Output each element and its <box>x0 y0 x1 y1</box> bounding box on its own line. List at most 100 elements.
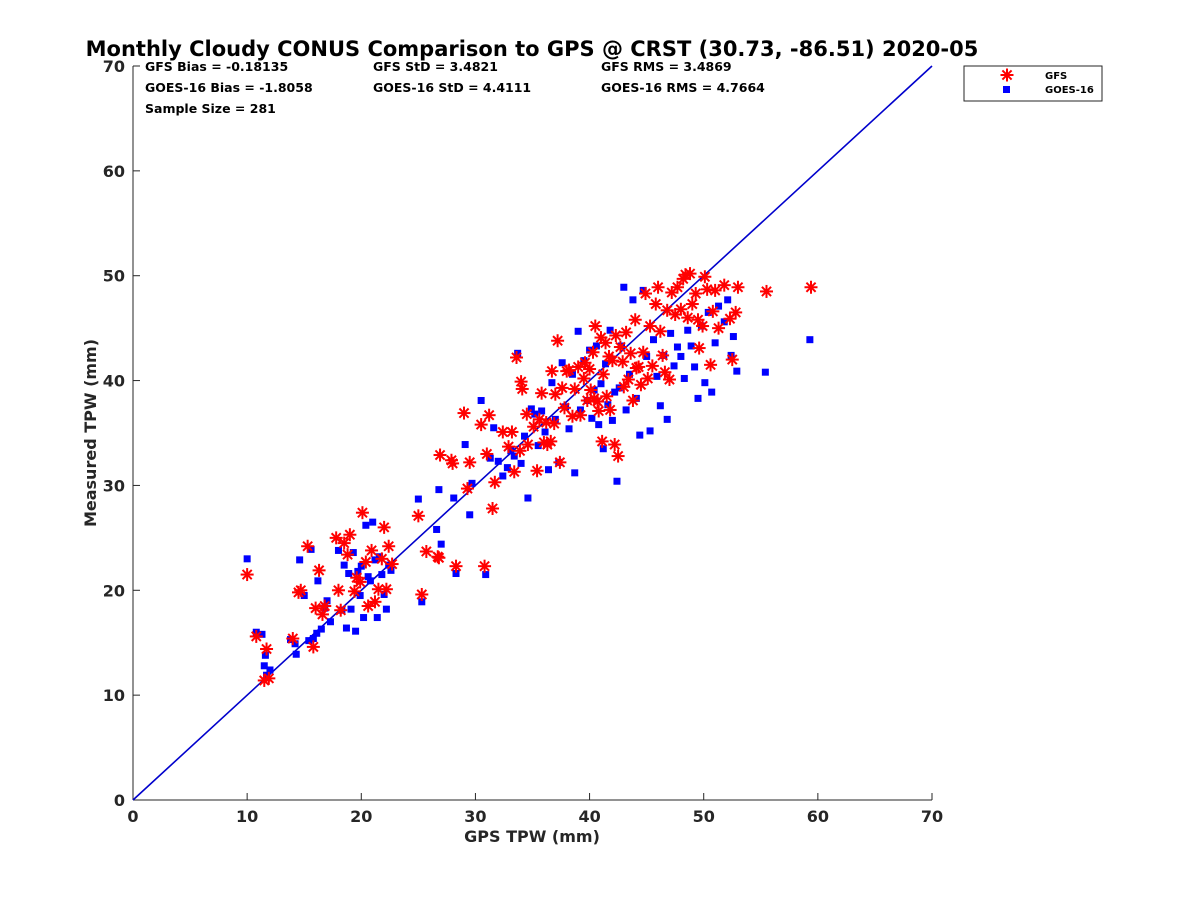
goes-16-point <box>656 402 664 410</box>
legend-gfs-label: GFS <box>1045 71 1067 82</box>
gfs-point <box>488 475 502 489</box>
goes-16-point <box>691 363 699 371</box>
gfs-point <box>530 464 544 478</box>
goes-16-point <box>588 414 596 422</box>
goes-16-point <box>521 432 529 440</box>
goes-16-point <box>313 629 321 637</box>
y-tick-label: 20 <box>103 581 125 600</box>
x-tick-label: 0 <box>127 807 138 826</box>
gfs-point <box>656 348 670 362</box>
goes-16-point <box>349 549 357 557</box>
gfs-point <box>341 548 355 562</box>
goes-16-point <box>340 561 348 569</box>
x-tick-label: 30 <box>464 807 486 826</box>
goes-16-point <box>687 342 695 350</box>
gfs-point <box>433 448 447 462</box>
goes-16-point <box>356 592 364 600</box>
goes-16-point <box>360 614 368 622</box>
gfs-point <box>329 531 343 545</box>
gfs-point <box>432 551 446 565</box>
goes-16-point <box>258 630 266 638</box>
goes-16-point <box>565 425 573 433</box>
gfs-point <box>717 278 731 292</box>
goes-16-point <box>653 372 661 380</box>
gfs-point <box>419 544 433 558</box>
goes-16-point <box>300 592 308 600</box>
goes-16-point <box>517 459 525 467</box>
gfs-point <box>591 395 605 409</box>
gfs-point <box>521 438 535 452</box>
gfs-point <box>545 364 559 378</box>
gfs-point <box>588 319 602 333</box>
y-tick-label: 30 <box>103 476 125 495</box>
goes-16-point <box>291 640 299 648</box>
goes-16-point <box>323 597 331 605</box>
gfs-point <box>681 311 695 325</box>
gfs-point <box>379 582 393 596</box>
gfs-point <box>708 283 722 297</box>
goes-16-point <box>514 349 522 357</box>
gfs-point <box>505 425 519 439</box>
goes-16-point <box>727 351 735 359</box>
gfs-point <box>643 319 657 333</box>
gfs-point <box>596 367 610 381</box>
plot-area: 0 10 20 30 40 50 60 70 0 10 20 30 40 50 60 70 <box>103 57 943 826</box>
stat-sample-size: Sample Size = 281 <box>145 101 276 116</box>
gfs-point <box>361 599 375 613</box>
goes-16-point <box>468 479 476 487</box>
gfs-point <box>731 280 745 294</box>
goes-16-point <box>604 401 612 409</box>
gfs-point <box>685 297 699 311</box>
gfs-point <box>385 557 399 571</box>
gfs-point <box>658 365 672 379</box>
goes-16-point <box>677 352 685 360</box>
legend-goes-16-label: GOES-16 <box>1045 85 1094 96</box>
gfs-point <box>359 555 373 569</box>
goes-16-point <box>534 442 542 450</box>
goes-16-point <box>354 567 362 575</box>
y-tick-label: 10 <box>103 686 125 705</box>
goes-16-point <box>477 396 485 404</box>
stat-goes-rms: GOES-16 RMS = 4.7664 <box>601 80 765 95</box>
goes-16-point <box>711 339 719 347</box>
goes-16-point <box>548 379 556 387</box>
goes-16-point <box>670 362 678 370</box>
gfs-point <box>683 267 697 281</box>
gfs-point <box>670 280 684 294</box>
gfs-point <box>636 345 650 359</box>
gfs-point <box>318 599 332 613</box>
goes-16-point <box>345 570 353 578</box>
gfs-point <box>649 297 663 311</box>
goes-16-point <box>649 336 657 344</box>
gfs-point <box>759 284 773 298</box>
gfs-point <box>486 501 500 515</box>
gfs-point <box>463 455 477 469</box>
goes-16-point <box>531 410 539 418</box>
goes-16-point <box>296 556 304 564</box>
gfs-point <box>599 336 613 350</box>
gfs-point <box>616 355 630 369</box>
gfs-point <box>571 360 585 374</box>
gfs-point <box>645 359 659 373</box>
goes-16-point <box>385 561 393 569</box>
y-tick-label: 0 <box>114 791 125 810</box>
gfs-point <box>507 465 521 479</box>
gfs-point <box>520 407 534 421</box>
gfs-point <box>294 583 308 597</box>
goes-16-point <box>371 556 379 564</box>
gfs-point <box>600 389 614 403</box>
goes-16-point <box>452 570 460 578</box>
goes-16-point <box>378 571 386 579</box>
gfs-point <box>240 568 254 582</box>
x-tick-label: 70 <box>921 807 943 826</box>
x-tick-label: 50 <box>693 807 715 826</box>
goes-16-point <box>418 598 426 606</box>
gfs-point <box>480 447 494 461</box>
x-tick-label: 20 <box>350 807 372 826</box>
legend: GFS GOES-16 <box>963 65 1103 102</box>
gfs-point <box>583 362 597 376</box>
goes-16-point <box>611 388 619 396</box>
legend-gfs-asterisk <box>1000 68 1014 82</box>
goes-16-point <box>629 296 637 304</box>
gfs-point <box>605 354 619 368</box>
